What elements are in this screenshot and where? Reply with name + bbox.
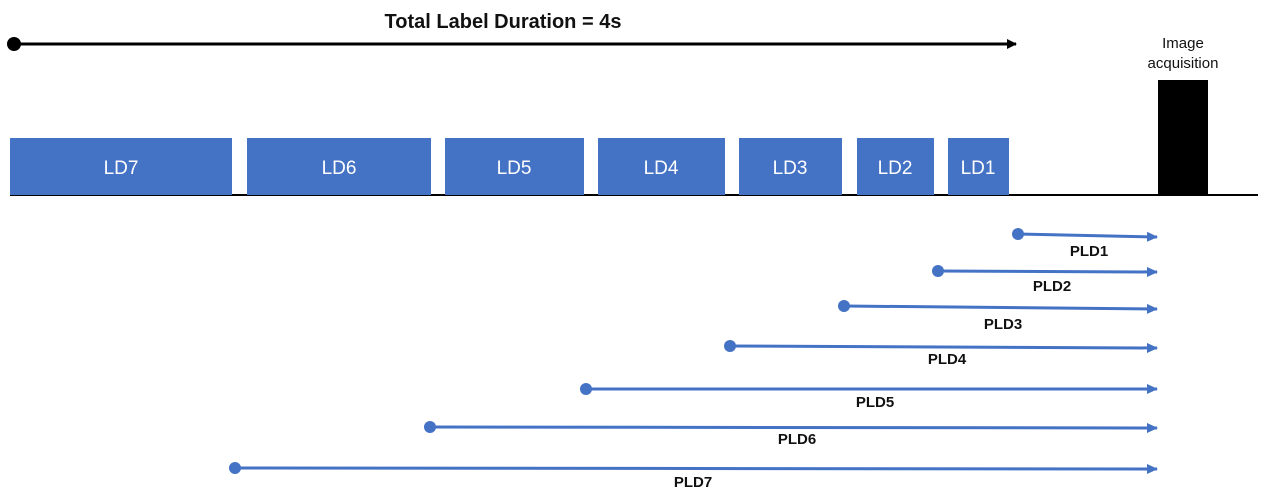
- pld2-label: PLD2: [1033, 278, 1071, 295]
- pld6-arrow: PLD6: [424, 421, 1158, 448]
- label-block-ld4: [598, 138, 725, 195]
- label-block-ld3: [739, 138, 842, 195]
- label-block-ld5-label: LD5: [497, 158, 532, 179]
- pld4-arrow: PLD4: [724, 340, 1158, 368]
- pld2-line: [937, 266, 1158, 277]
- label-block-ld6-label: LD6: [322, 158, 357, 179]
- diagram-title: Total Label Duration = 4s: [385, 11, 622, 33]
- pld2-arrow: PLD2: [932, 265, 1158, 295]
- pld4-label: PLD4: [928, 351, 967, 368]
- label-duration-blocks: LD7 LD6 LD5 LD4 LD3 LD2 LD1: [10, 138, 1009, 195]
- label-block-ld5: [445, 138, 584, 195]
- label-block-ld2-label: LD2: [878, 158, 913, 179]
- pld6-label: PLD6: [778, 431, 816, 448]
- pld1-label: PLD1: [1070, 243, 1108, 260]
- pld7-line: [234, 463, 1158, 474]
- acquisition-label-line1: Image: [1162, 35, 1204, 52]
- acquisition-block: [1158, 80, 1208, 195]
- post-label-delay-arrows: PLD1 PLD2 PLD3 PLD4 PLD5 PLD6: [229, 228, 1158, 491]
- pld6-line: [429, 422, 1158, 433]
- label-block-ld2: [857, 138, 934, 195]
- pld7-label: PLD7: [674, 474, 712, 491]
- label-block-ld4-label: LD4: [644, 158, 679, 179]
- label-block-ld7-label: LD7: [104, 158, 139, 179]
- acquisition-label-line2: acquisition: [1148, 55, 1219, 72]
- label-block-ld6: [247, 138, 431, 195]
- pld1-arrow: PLD1: [1012, 228, 1158, 260]
- label-block-ld1-label: LD1: [961, 158, 996, 179]
- pld5-label: PLD5: [856, 394, 894, 411]
- pld3-arrow: PLD3: [838, 300, 1158, 333]
- pld4-line: [729, 342, 1158, 353]
- label-block-ld7: [10, 138, 232, 195]
- pld3-label: PLD3: [984, 316, 1022, 333]
- total-duration-arrow: [7, 37, 1017, 51]
- pld3-line: [843, 303, 1158, 314]
- pld1-line: [1017, 231, 1158, 242]
- pld5-arrow: PLD5: [580, 383, 1158, 411]
- label-block-ld3-label: LD3: [773, 158, 808, 179]
- image-acquisition: Image acquisition: [1148, 35, 1219, 195]
- label-block-ld1: [948, 138, 1009, 195]
- pld7-arrow: PLD7: [229, 462, 1158, 491]
